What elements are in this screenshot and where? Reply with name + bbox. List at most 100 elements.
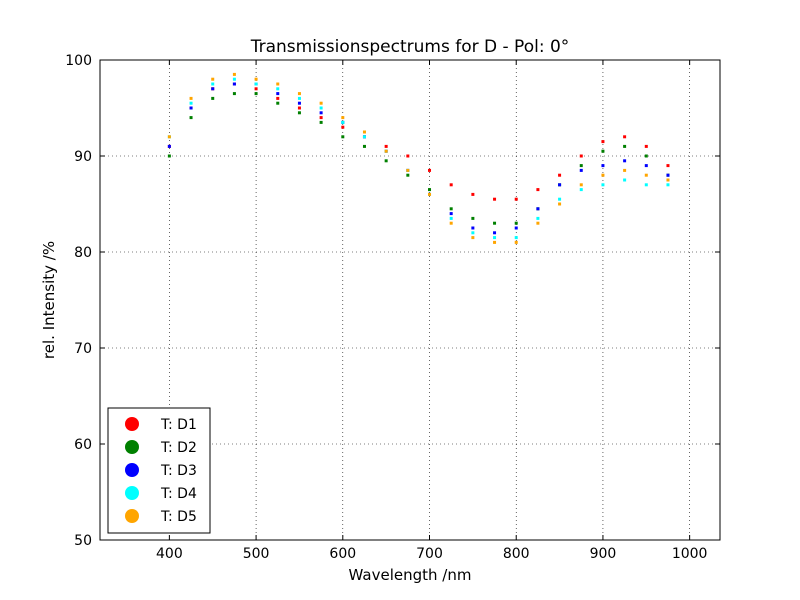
legend-label: T: D1 <box>160 417 197 433</box>
data-point <box>232 82 236 86</box>
data-point <box>514 221 518 225</box>
data-point <box>341 116 345 120</box>
x-tick-label: 400 <box>156 546 183 562</box>
data-point <box>558 183 562 187</box>
data-point <box>428 192 432 196</box>
legend-box <box>107 407 211 534</box>
legend-label: T: D2 <box>160 440 197 456</box>
data-point <box>601 173 605 177</box>
y-tick-label: 80 <box>74 245 92 261</box>
data-points <box>167 72 670 244</box>
data-point <box>319 116 323 120</box>
legend-marker <box>125 509 139 523</box>
data-point <box>514 240 518 244</box>
data-point <box>493 221 497 225</box>
data-point <box>623 178 627 182</box>
data-point <box>362 144 366 148</box>
x-tick-label: 700 <box>416 546 443 562</box>
data-point <box>362 130 366 134</box>
data-point <box>297 92 301 96</box>
data-point <box>644 173 648 177</box>
data-point <box>406 173 410 177</box>
data-point <box>254 92 258 96</box>
data-point <box>167 154 171 158</box>
data-point <box>601 140 605 144</box>
data-point <box>167 135 171 139</box>
data-point <box>449 207 453 211</box>
data-point <box>232 92 236 96</box>
data-point <box>211 87 215 91</box>
data-point <box>254 82 258 86</box>
data-point <box>341 125 345 129</box>
x-tick-label: 1000 <box>672 546 708 562</box>
data-point <box>276 87 280 91</box>
legend-label: T: D5 <box>160 509 197 525</box>
data-point <box>644 144 648 148</box>
plot-frame <box>99 59 721 541</box>
data-point <box>514 236 518 240</box>
data-point <box>189 101 193 105</box>
data-point <box>232 72 236 76</box>
y-tick-label: 60 <box>74 437 92 453</box>
data-point <box>623 144 627 148</box>
chart-title: Transmissionspectrums for D - Pol: 0° <box>250 37 570 57</box>
data-point <box>536 207 540 211</box>
data-point <box>623 135 627 139</box>
data-point <box>644 183 648 187</box>
data-point <box>558 173 562 177</box>
data-point <box>297 96 301 100</box>
data-point <box>623 168 627 172</box>
data-point <box>276 96 280 100</box>
data-point <box>514 226 518 230</box>
data-point <box>579 183 583 187</box>
data-point <box>297 101 301 105</box>
data-point <box>232 77 236 81</box>
data-point <box>644 154 648 158</box>
data-point <box>449 216 453 220</box>
data-point <box>211 96 215 100</box>
data-point <box>449 183 453 187</box>
data-point <box>254 87 258 91</box>
data-point <box>341 120 345 124</box>
data-point <box>579 168 583 172</box>
data-point <box>666 183 670 187</box>
data-point <box>384 159 388 163</box>
data-point <box>601 164 605 168</box>
legend-marker <box>125 463 139 477</box>
data-point <box>276 82 280 86</box>
data-point <box>623 159 627 163</box>
data-point <box>428 188 432 192</box>
data-point <box>579 164 583 168</box>
data-point <box>406 154 410 158</box>
x-tick-label: 600 <box>329 546 356 562</box>
data-point <box>167 144 171 148</box>
data-point <box>276 92 280 96</box>
legend-label: T: D3 <box>160 463 197 479</box>
data-point <box>428 168 432 172</box>
data-point <box>319 106 323 110</box>
x-tick-label: 900 <box>590 546 617 562</box>
data-point <box>666 173 670 177</box>
data-point <box>514 197 518 201</box>
data-point <box>601 149 605 153</box>
data-point <box>536 188 540 192</box>
series-5-points <box>167 72 670 244</box>
data-point <box>384 144 388 148</box>
data-point <box>254 77 258 81</box>
data-point <box>601 183 605 187</box>
axis-ticks: 400 500 600 700 800 900 1000 50 60 70 80 90 100 <box>65 53 720 562</box>
x-axis-label: Wavelength /nm <box>349 566 472 584</box>
data-point <box>362 135 366 139</box>
data-point <box>211 77 215 81</box>
data-point <box>319 101 323 105</box>
x-tick-label: 500 <box>243 546 270 562</box>
data-point <box>579 154 583 158</box>
data-point <box>666 164 670 168</box>
data-point <box>471 226 475 230</box>
data-point <box>189 116 193 120</box>
data-point <box>211 82 215 86</box>
data-point <box>384 149 388 153</box>
data-point <box>319 120 323 124</box>
data-point <box>493 236 497 240</box>
